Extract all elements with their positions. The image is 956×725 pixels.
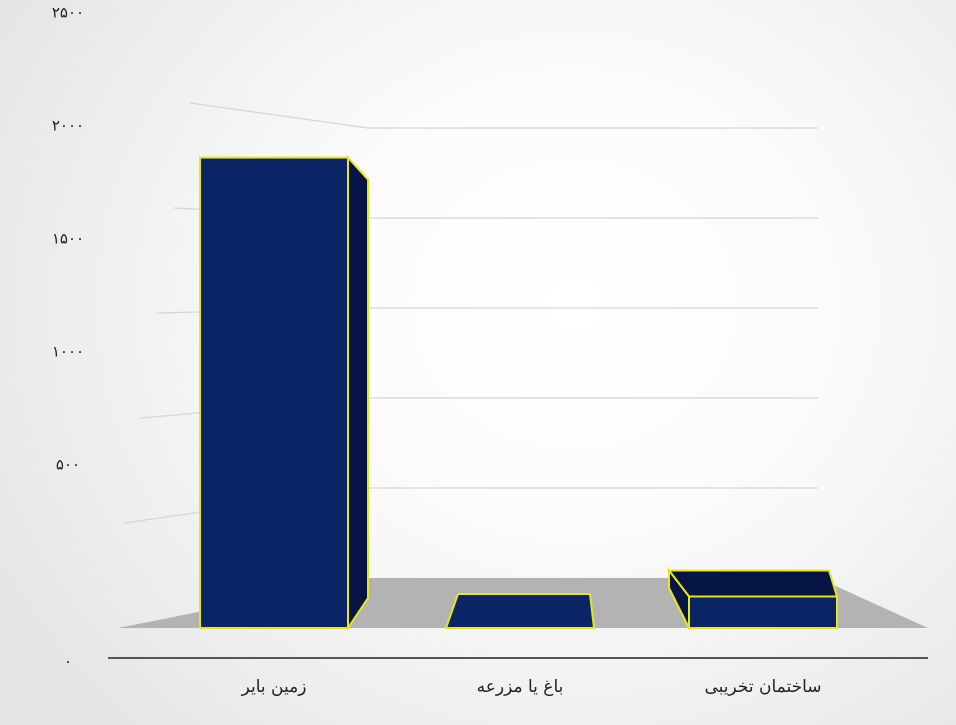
bar-top <box>444 593 596 629</box>
y-tick-label: ۵۰۰ <box>56 456 80 474</box>
y-tick-label: ۰ <box>64 653 72 671</box>
gridline <box>189 102 818 129</box>
bar-top <box>666 569 839 598</box>
y-tick-label: ۲۵۰۰ <box>52 4 84 22</box>
bar-group <box>444 593 596 629</box>
y-tick-label: ۱۵۰۰ <box>52 230 84 248</box>
y-tick-label: ۱۰۰۰ <box>52 343 84 361</box>
x-category-label: باغ یا مزرعه <box>477 677 564 697</box>
x-category-label: زمین بایر <box>241 677 307 697</box>
bar <box>199 156 349 629</box>
y-tick-label: ۲۰۰۰ <box>52 117 84 135</box>
bar <box>688 595 838 629</box>
bar-side <box>347 155 369 632</box>
bar-group <box>199 155 369 632</box>
x-category-label: ساختمان تخریبی <box>704 677 821 697</box>
bar-group <box>666 567 839 629</box>
